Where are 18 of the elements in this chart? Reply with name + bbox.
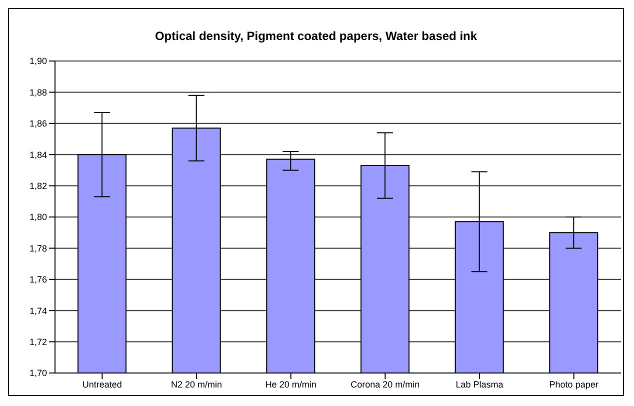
x-tick-label: N2 20 m/min — [170, 379, 222, 390]
y-tick-label: 1,88 — [29, 87, 47, 98]
x-tick-label: He 20 m/min — [265, 379, 316, 390]
y-tick-label: 1,90 — [29, 56, 47, 66]
x-tick-label: Corona 20 m/min — [350, 379, 420, 390]
y-tick-label: 1,72 — [29, 336, 47, 347]
y-tick-label: 1,84 — [29, 150, 47, 160]
y-tick-label: 1,82 — [29, 180, 47, 191]
y-tick-label: 1,86 — [29, 118, 47, 129]
x-tick-label: Untreated — [82, 379, 122, 390]
y-tick-label: 1,70 — [29, 368, 47, 378]
y-tick-label: 1,74 — [29, 306, 47, 316]
x-tick-label: Lab Plasma — [456, 379, 504, 390]
x-tick-label: Photo paper — [549, 379, 598, 390]
chart-title: Optical density, Pigment coated papers, Water based ink — [154, 29, 478, 43]
y-tick-label: 1,80 — [29, 212, 47, 222]
y-tick-label: 1,78 — [29, 243, 47, 254]
y-tick-label: 1,76 — [29, 274, 47, 285]
